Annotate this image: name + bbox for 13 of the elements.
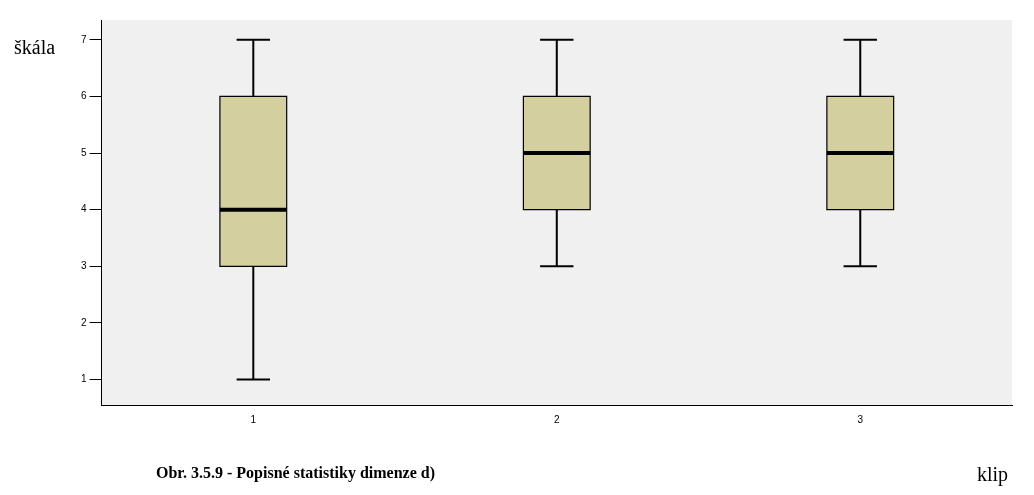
y-axis-title: škála [14, 36, 56, 59]
x-tick-label: 1 [250, 413, 257, 425]
y-tick-label: 7 [81, 33, 87, 45]
y-tick-label: 1 [81, 373, 87, 385]
y-tick-label: 5 [81, 146, 87, 158]
x-tick-label: 3 [857, 413, 864, 425]
x-tick-label: 2 [554, 413, 560, 425]
text: Obr. 3.5.9 - Popisné statistiky dimenze d) [156, 464, 435, 483]
y-tick-label: 3 [81, 260, 87, 272]
y-tick-label: 4 [81, 203, 87, 215]
x-axis-title: klip [976, 463, 1008, 487]
y-tick-label: 2 [81, 316, 87, 328]
y-tick-label: 6 [81, 90, 87, 102]
